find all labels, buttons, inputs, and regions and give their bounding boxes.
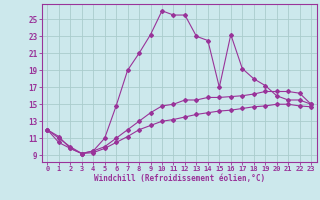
X-axis label: Windchill (Refroidissement éolien,°C): Windchill (Refroidissement éolien,°C)	[94, 174, 265, 183]
